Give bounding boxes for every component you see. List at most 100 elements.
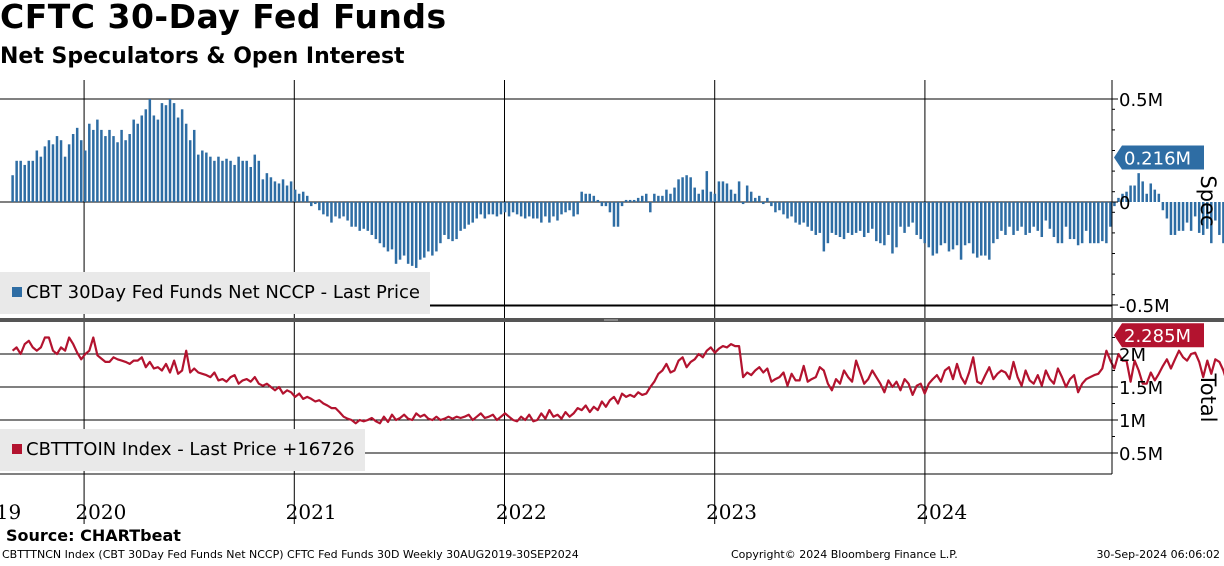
spec-bar (334, 202, 337, 217)
spec-bar (1133, 185, 1136, 202)
spec-bar (427, 202, 430, 252)
spec-bar (887, 202, 890, 235)
spec-bar (971, 202, 975, 254)
spec-bar (136, 123, 139, 202)
spec-bar (144, 109, 148, 202)
spec-bar (540, 202, 543, 223)
spec-bar (721, 181, 725, 202)
spec-bar (939, 202, 943, 246)
footer-ticker: CBTTTNCN Index (CBT 30Day Fed Funds Net … (2, 548, 579, 561)
spec-bar (443, 202, 446, 235)
spec-bar (257, 160, 261, 202)
spec-bar (620, 202, 624, 207)
spec-bar (1218, 202, 1221, 235)
total-last-tag-label: 2.285M (1124, 326, 1191, 347)
spec-bar (600, 202, 604, 207)
spec-bar (249, 166, 252, 202)
spec-bar (1000, 202, 1003, 231)
spec-bar (544, 202, 547, 217)
spec-bar (338, 202, 341, 219)
spec-bar (806, 202, 809, 227)
spec-bar (923, 202, 926, 244)
total-line (11, 336, 1224, 425)
spec-bar (265, 173, 269, 202)
spec-bar (92, 129, 95, 202)
spec-bar (947, 202, 951, 252)
spec-bar (358, 202, 361, 231)
spec-bar (1189, 202, 1193, 231)
spec-bar (1206, 202, 1209, 229)
spec-bar (713, 193, 717, 202)
spec-bar (261, 179, 265, 202)
spec-bar (975, 202, 979, 258)
spec-bar (798, 202, 801, 225)
spec-bar (1012, 202, 1015, 235)
spec-bar (423, 202, 426, 258)
spec-bar (245, 160, 248, 202)
spec-bar (931, 202, 935, 256)
spec-bar (846, 202, 850, 233)
spec-bar (657, 195, 660, 202)
spec-bar (959, 202, 963, 260)
spec-bar (984, 202, 987, 256)
spec-bar (1121, 193, 1124, 202)
spec-bar (197, 154, 200, 202)
legend-spec: CBT 30Day Fed Funds Net NCCP - Last Pric… (0, 272, 430, 314)
spec-bar (184, 123, 188, 202)
spec-bar (229, 160, 232, 202)
spec-bar (1197, 202, 1201, 233)
spec-bar (778, 202, 781, 211)
spec-bar (1028, 202, 1031, 233)
legend-total-label: CBTTTOIN Index - Last Price +16726 (26, 439, 355, 460)
spec-bar (55, 136, 59, 202)
spec-bar (1109, 202, 1112, 227)
spec-bar (148, 99, 152, 202)
spec-bar (88, 123, 91, 202)
spec-bar (205, 152, 208, 202)
spec-bar (27, 160, 31, 202)
legend-total-swatch (12, 444, 22, 454)
spec-bar (35, 150, 39, 202)
spec-bar (580, 191, 583, 202)
spec-bar (967, 202, 971, 244)
spec-bar (1117, 197, 1120, 202)
spec-bar (749, 191, 753, 202)
spec-tick-label: 0 (1119, 193, 1130, 214)
spec-bar (1024, 202, 1027, 235)
spec-bar (673, 187, 676, 202)
spec-bar (745, 185, 749, 202)
spec-bar (382, 202, 386, 248)
x-year-label: 2020 (75, 500, 126, 524)
spec-bar (63, 156, 67, 202)
spec-bar (1161, 202, 1165, 211)
spec-bar (536, 202, 539, 219)
spec-bar (838, 202, 842, 238)
spec-bar (963, 202, 967, 246)
x-year-label: 2024 (916, 500, 967, 524)
spec-bar (160, 103, 164, 202)
spec-bar (104, 136, 107, 202)
spec-bar (1097, 202, 1100, 244)
spec-bar (616, 202, 620, 227)
spec-bar (378, 202, 382, 244)
spec-bar (653, 193, 656, 202)
spec-bar (866, 202, 870, 233)
spec-bar (84, 150, 87, 202)
spec-bar (532, 202, 535, 219)
spec-bar (875, 202, 878, 242)
spec-bar (608, 202, 612, 213)
spec-bar (1004, 202, 1007, 235)
spec-bar (762, 202, 765, 205)
x-year-label: 2022 (496, 500, 547, 524)
source-label: Source: CHARTbeat (6, 526, 181, 545)
spec-bar (431, 202, 434, 256)
spec-last-tag-label: 0.216M (1124, 149, 1191, 170)
spec-bar (612, 202, 616, 227)
legend-spec-label: CBT 30Day Fed Funds Net NCCP - Last Pric… (26, 282, 420, 303)
total-tick-label: 1M (1119, 411, 1146, 432)
spec-bar (390, 202, 394, 250)
spec-bar (636, 197, 640, 202)
spec-bar (1201, 202, 1205, 235)
spec-bar (677, 179, 680, 202)
